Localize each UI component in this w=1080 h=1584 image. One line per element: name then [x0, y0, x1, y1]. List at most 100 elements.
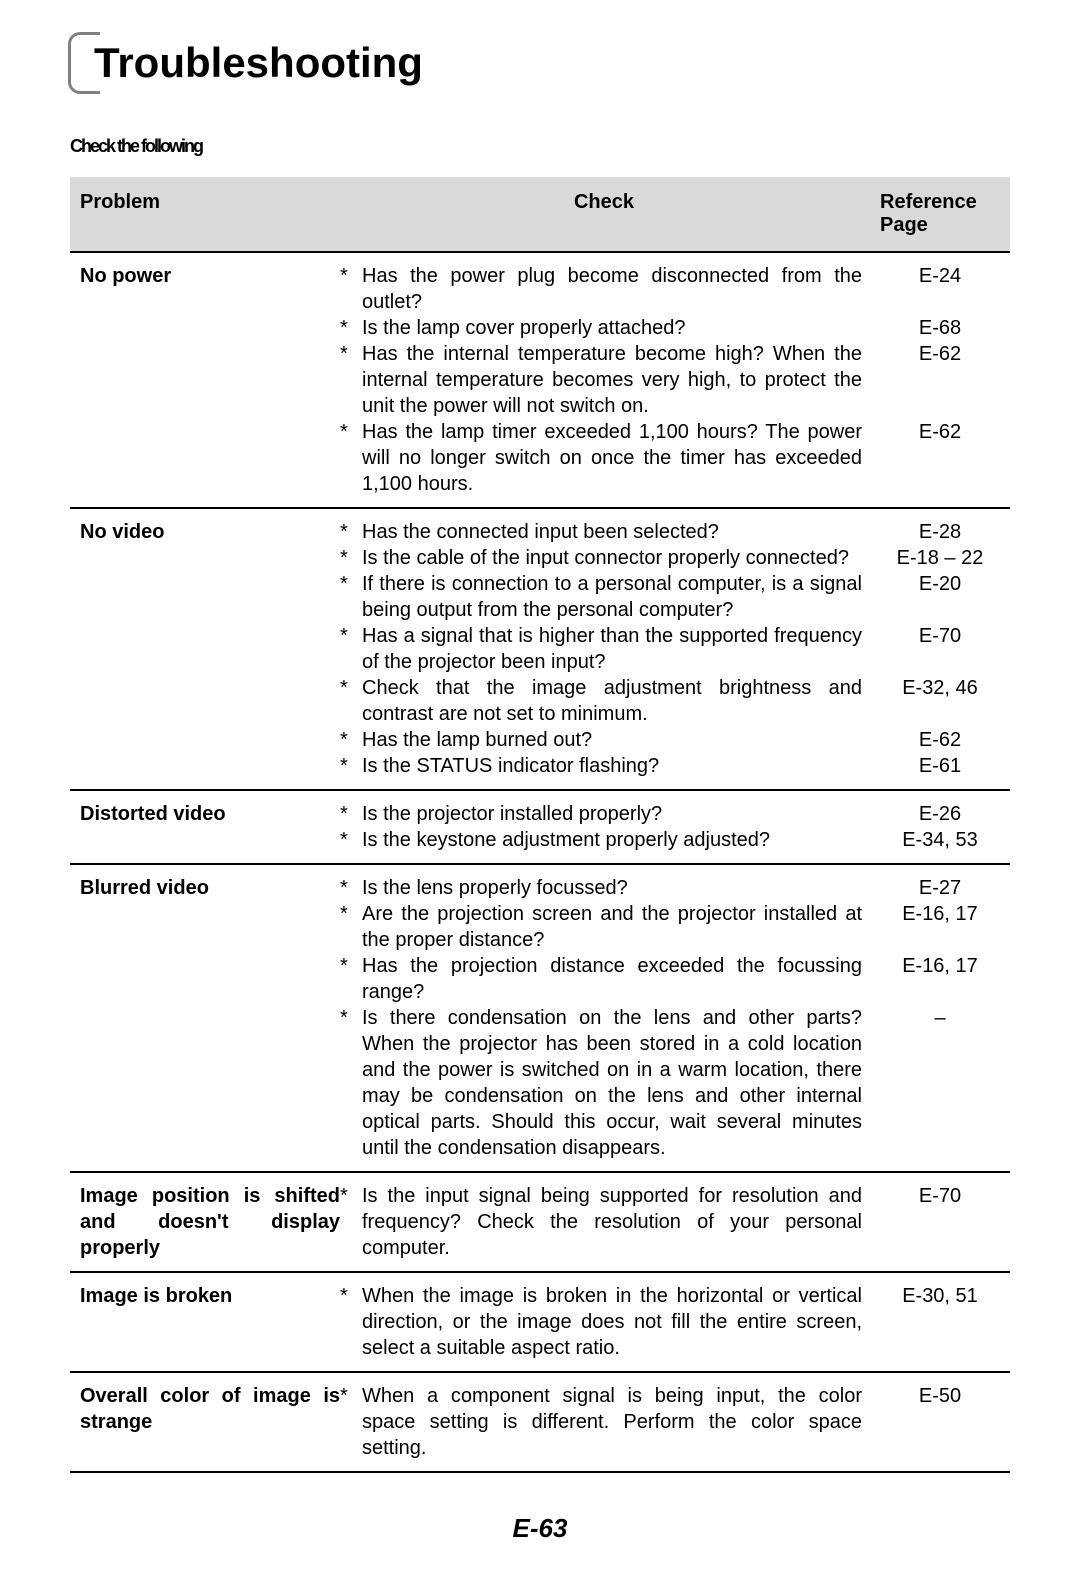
problem-cell: No video — [80, 519, 340, 779]
reference-cell: E-26E-34, 53 — [880, 801, 1000, 853]
reference-spacer — [880, 1409, 1000, 1435]
check-item: *Has the lamp burned out? — [340, 727, 868, 753]
check-text: Is the input signal being supported for … — [362, 1183, 868, 1261]
subtitle: Check the following — [70, 136, 1010, 157]
bullet-icon: * — [340, 623, 362, 675]
check-item: *Has a signal that is higher than the su… — [340, 623, 868, 675]
bullet-icon: * — [340, 753, 362, 779]
reference-spacer — [880, 367, 1000, 393]
reference-spacer — [880, 1235, 1000, 1261]
check-item: *Is the lamp cover properly attached? — [340, 315, 868, 341]
bullet-icon: * — [340, 1383, 362, 1461]
check-item: *Is the keystone adjustment properly adj… — [340, 827, 868, 853]
check-item: *Has the internal temperature become hig… — [340, 341, 868, 419]
reference-item: E-62 — [880, 727, 1000, 753]
table-row: No video*Has the connected input been se… — [70, 509, 1010, 791]
reference-cell: E-50 — [880, 1383, 1000, 1461]
table-row: Blurred video*Is the lens properly focus… — [70, 865, 1010, 1173]
reference-item: E-62 — [880, 419, 1000, 445]
reference-cell: E-30, 51 — [880, 1283, 1000, 1361]
check-item: *Are the projection screen and the proje… — [340, 901, 868, 953]
check-text: Has a signal that is higher than the sup… — [362, 623, 868, 675]
bullet-icon: * — [340, 1183, 362, 1261]
bullet-icon: * — [340, 801, 362, 827]
bullet-icon: * — [340, 727, 362, 753]
check-item: *Is the cable of the input connector pro… — [340, 545, 868, 571]
check-text: Has the internal temperature become high… — [362, 341, 868, 419]
bullet-icon: * — [340, 571, 362, 623]
header-reference: Reference Page — [880, 191, 1000, 237]
check-text: Has the power plug become disconnected f… — [362, 263, 868, 315]
reference-item: E-70 — [880, 623, 1000, 649]
check-text: When the image is broken in the horizont… — [362, 1283, 868, 1361]
check-cell: *When the image is broken in the horizon… — [340, 1283, 880, 1361]
title-bracket — [68, 32, 100, 94]
check-cell: *Is the projector installed properly?*Is… — [340, 801, 880, 853]
bullet-icon: * — [340, 263, 362, 315]
check-item: *When a component signal is being input,… — [340, 1383, 868, 1461]
bullet-icon: * — [340, 341, 362, 419]
check-item: *Check that the image adjustment brightn… — [340, 675, 868, 727]
reference-item: E-62 — [880, 341, 1000, 367]
reference-spacer — [880, 1109, 1000, 1135]
reference-item: E-34, 53 — [880, 827, 1000, 853]
reference-spacer — [880, 927, 1000, 953]
reference-item: E-30, 51 — [880, 1283, 1000, 1309]
reference-cell: E-28E-18 – 22E-20 E-70 E-32, 46 E-62E-61 — [880, 519, 1000, 779]
check-text: Has the projection distance exceeded the… — [362, 953, 868, 1005]
reference-item: E-24 — [880, 263, 1000, 289]
reference-cell: E-24 E-68E-62 E-62 — [880, 263, 1000, 497]
reference-spacer — [880, 471, 1000, 497]
reference-item: E-50 — [880, 1383, 1000, 1409]
reference-cell: E-70 — [880, 1183, 1000, 1261]
check-text: Is the lens properly focussed? — [362, 875, 868, 901]
problem-cell: Distorted video — [80, 801, 340, 853]
reference-spacer — [880, 1209, 1000, 1235]
check-text: Check that the image adjustment brightne… — [362, 675, 868, 727]
reference-spacer — [880, 1309, 1000, 1335]
bullet-icon: * — [340, 519, 362, 545]
check-item: *Is the lens properly focussed? — [340, 875, 868, 901]
reference-item: E-28 — [880, 519, 1000, 545]
table-header: Problem Check Reference Page — [70, 177, 1010, 253]
table-row: Overall color of image is strange*When a… — [70, 1373, 1010, 1473]
reference-spacer — [880, 1031, 1000, 1057]
check-item: *Is the STATUS indicator flashing? — [340, 753, 868, 779]
check-item: *Has the projection distance exceeded th… — [340, 953, 868, 1005]
problem-cell: Image position is shifted and doesn't di… — [80, 1183, 340, 1261]
reference-spacer — [880, 1335, 1000, 1361]
reference-item: E-16, 17 — [880, 901, 1000, 927]
reference-spacer — [880, 393, 1000, 419]
reference-item: – — [880, 1005, 1000, 1031]
reference-spacer — [880, 445, 1000, 471]
title-container: Troubleshooting — [70, 40, 1010, 86]
bullet-icon: * — [340, 901, 362, 953]
check-text: When a component signal is being input, … — [362, 1383, 868, 1461]
check-item: *Has the connected input been selected? — [340, 519, 868, 545]
check-cell: *Has the power plug become disconnected … — [340, 263, 880, 497]
bullet-icon: * — [340, 315, 362, 341]
reference-spacer — [880, 289, 1000, 315]
reference-item: E-70 — [880, 1183, 1000, 1209]
check-text: Is the STATUS indicator flashing? — [362, 753, 868, 779]
reference-spacer — [880, 1083, 1000, 1109]
check-text: Has the connected input been selected? — [362, 519, 868, 545]
problem-cell: Image is broken — [80, 1283, 340, 1361]
table-row: No power*Has the power plug become disco… — [70, 253, 1010, 509]
table-row: Image position is shifted and doesn't di… — [70, 1173, 1010, 1273]
check-text: Is the lamp cover properly attached? — [362, 315, 868, 341]
header-problem: Problem — [80, 191, 340, 237]
reference-cell: E-27E-16, 17 E-16, 17 – — [880, 875, 1000, 1161]
bullet-icon: * — [340, 953, 362, 1005]
reference-spacer — [880, 1135, 1000, 1161]
check-text: Are the projection screen and the projec… — [362, 901, 868, 953]
bullet-icon: * — [340, 545, 362, 571]
check-item: *Is the projector installed properly? — [340, 801, 868, 827]
reference-item: E-26 — [880, 801, 1000, 827]
check-text: If there is connection to a personal com… — [362, 571, 868, 623]
header-check: Check — [340, 191, 880, 237]
check-cell: *Is the input signal being supported for… — [340, 1183, 880, 1261]
reference-spacer — [880, 1057, 1000, 1083]
reference-item: E-61 — [880, 753, 1000, 779]
check-item: *If there is connection to a personal co… — [340, 571, 868, 623]
